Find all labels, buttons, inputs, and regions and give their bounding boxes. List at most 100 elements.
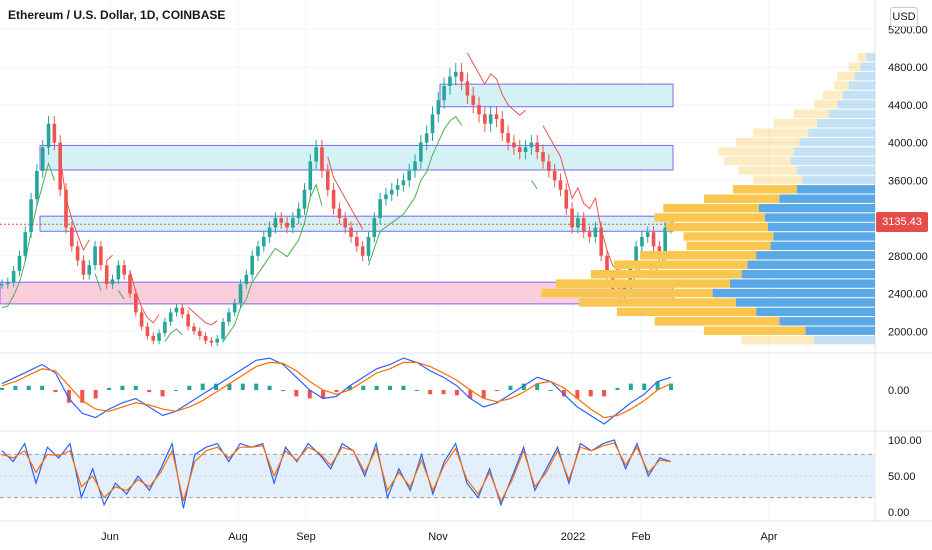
volume-profile-bar — [735, 298, 875, 307]
macd-histogram-bar — [602, 390, 607, 397]
candle-body — [244, 274, 249, 285]
candle-body — [424, 133, 429, 143]
currency-button[interactable]: USD — [890, 7, 918, 27]
x-tick-label: Apr — [760, 531, 777, 543]
candle-body — [87, 265, 92, 275]
candle-body — [372, 218, 377, 237]
volume-profile-bar — [793, 147, 875, 156]
volume-profile-bar — [703, 326, 806, 335]
volume-profile-bar — [773, 232, 875, 241]
macd-histogram-bar — [535, 383, 540, 390]
supertrend-up-line — [1, 115, 672, 342]
candle-body — [23, 232, 28, 256]
candle-body — [174, 307, 179, 313]
volume-profile-bar — [590, 269, 742, 279]
macd-histogram-bar — [441, 390, 446, 395]
macd-histogram-bar — [615, 387, 620, 390]
candle-body — [11, 270, 16, 283]
macd-y-tick-label: 0.00 — [888, 385, 909, 397]
candle-body — [17, 255, 22, 271]
candle-body — [436, 100, 441, 115]
candle-body — [576, 218, 580, 228]
candle-body — [366, 236, 371, 256]
volume-profile-bar — [753, 175, 803, 185]
macd-histogram-bar — [655, 381, 660, 390]
macd-histogram-bar — [173, 390, 178, 391]
candle-body — [360, 246, 365, 256]
macd-histogram-bar — [53, 390, 58, 393]
macd-histogram-bar — [187, 385, 192, 390]
candle-body — [291, 218, 295, 228]
volume-profile-bar — [773, 119, 817, 128]
macd-histogram-bar — [280, 390, 285, 392]
candle-body — [349, 227, 353, 237]
volume-profile-bar — [843, 90, 875, 100]
candle-body — [448, 76, 452, 87]
macd-histogram-bar — [388, 385, 393, 390]
candle-body — [331, 189, 336, 209]
candle-body — [581, 218, 586, 233]
macd-histogram-bar — [669, 383, 673, 390]
candle-body — [46, 123, 51, 148]
y-tick-label: 4000.00 — [888, 138, 928, 150]
volume-profile-bar — [779, 317, 875, 326]
candle-body — [6, 282, 10, 285]
macd-histogram-bar — [508, 385, 513, 390]
candle-body — [593, 227, 598, 237]
volume-profile-bar — [790, 156, 875, 166]
macd-histogram-bar — [495, 390, 500, 392]
volume-profile-bar — [796, 185, 875, 194]
volume-profile-bar — [767, 222, 875, 232]
candle-body — [192, 326, 196, 332]
volume-profile-bar — [654, 317, 780, 326]
candle-body — [122, 265, 126, 275]
candle-body — [93, 246, 97, 266]
volume-profile-bar — [796, 166, 875, 175]
volume-profile-bar — [808, 128, 875, 137]
macd-histogram-bar — [267, 385, 272, 390]
candle-body — [355, 236, 359, 247]
macd-histogram-bar — [468, 390, 473, 399]
candle-body — [535, 142, 539, 153]
macd-line — [1, 357, 672, 425]
y-tick-label: 2800.00 — [888, 251, 928, 263]
x-tick-label: Aug — [228, 531, 248, 543]
candle-body — [168, 312, 173, 322]
candle-body — [221, 321, 225, 339]
macd-histogram-bar — [575, 390, 580, 399]
candle-body — [564, 189, 569, 209]
macd-histogram-bar — [307, 390, 312, 399]
macd-histogram-bar — [26, 385, 31, 390]
macd-histogram-bar — [561, 390, 566, 397]
macd-histogram-bar — [214, 383, 219, 390]
candle-body — [186, 314, 190, 327]
volume-profile-bar — [834, 81, 849, 90]
volume-profile-bar — [663, 203, 759, 213]
macd-histogram-bar — [80, 390, 85, 403]
macd-histogram-bar — [200, 383, 205, 390]
candle-body — [0, 284, 4, 286]
candle-body — [599, 227, 603, 256]
candle-body — [587, 232, 592, 237]
candle-body — [250, 255, 254, 275]
volume-profile-bar — [802, 175, 875, 185]
macd-histogram-bar — [334, 390, 339, 393]
candle-body — [488, 114, 493, 124]
candle-body — [634, 246, 638, 266]
candle-body — [517, 147, 522, 153]
macd-histogram-bar — [347, 385, 352, 390]
macd-histogram-bar — [13, 385, 18, 390]
candle-body — [261, 236, 266, 247]
candle-body — [471, 95, 476, 105]
volume-profile-bar — [759, 203, 875, 213]
candle-body — [29, 199, 33, 233]
volume-profile-bar — [703, 194, 780, 203]
candle-body — [35, 170, 39, 200]
cyan-zone — [439, 83, 674, 108]
candle-body — [570, 208, 574, 228]
candle-body — [500, 119, 505, 134]
candle-body — [180, 307, 185, 315]
volume-profile-bar — [616, 307, 757, 317]
volume-profile-bar — [817, 119, 875, 128]
